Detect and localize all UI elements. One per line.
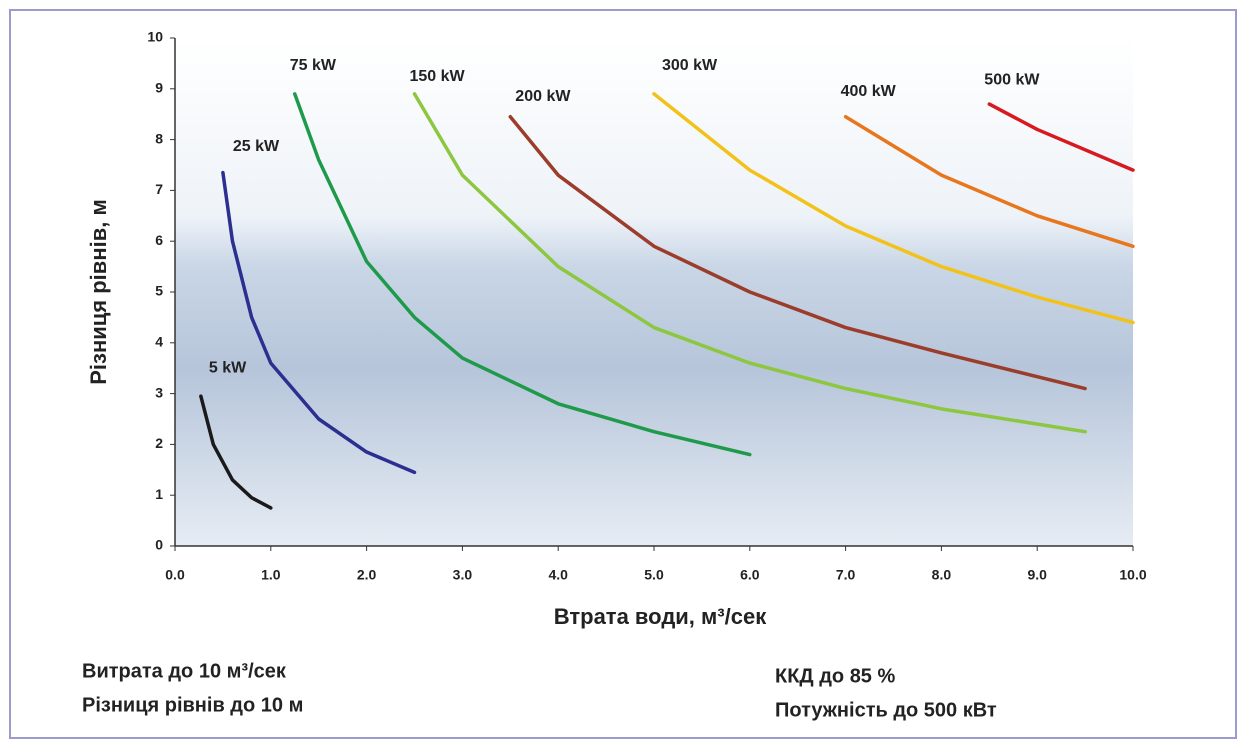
series-line bbox=[652, 92, 1135, 325]
series-label: 75 kW bbox=[290, 57, 337, 74]
series-label: 200 kW bbox=[515, 88, 571, 105]
x-tick-label: 1.0 bbox=[261, 567, 281, 583]
y-tick-label: 5 bbox=[155, 283, 163, 299]
note: Потужність до 500 кВт bbox=[775, 699, 997, 721]
y-tick-label: 6 bbox=[155, 232, 163, 248]
note: ККД до 85 % bbox=[775, 665, 895, 687]
series-line bbox=[508, 114, 1087, 391]
y-tick-label: 10 bbox=[147, 29, 163, 45]
x-tick-label: 2.0 bbox=[357, 567, 377, 583]
x-axis-title: Втрата води, м³/сек bbox=[554, 604, 767, 629]
x-tick-label: 7.0 bbox=[836, 567, 856, 583]
y-tick-label: 3 bbox=[155, 384, 163, 400]
y-axis-title: Різниця рівнів, м bbox=[86, 199, 111, 385]
y-tick-label: 4 bbox=[155, 334, 163, 350]
series-line bbox=[412, 92, 1087, 434]
x-tick-label: 0.0 bbox=[165, 567, 185, 583]
x-tick-label: 3.0 bbox=[453, 567, 473, 583]
series-label: 400 kW bbox=[841, 83, 897, 100]
x-tick-label: 10.0 bbox=[1119, 567, 1146, 583]
y-tick-label: 1 bbox=[155, 486, 163, 502]
x-tick-label: 5.0 bbox=[644, 567, 664, 583]
note: Різниця рівнів до 10 м bbox=[82, 694, 303, 716]
x-tick-label: 6.0 bbox=[740, 567, 760, 583]
x-tick-label: 8.0 bbox=[932, 567, 952, 583]
series-line bbox=[843, 114, 1135, 249]
series-line bbox=[987, 102, 1135, 172]
series-label: 500 kW bbox=[984, 71, 1040, 88]
series-label: 150 kW bbox=[410, 68, 466, 85]
series-label: 300 kW bbox=[662, 57, 718, 74]
series-line bbox=[221, 170, 417, 475]
series-line bbox=[293, 92, 752, 457]
plot-background bbox=[175, 38, 1133, 546]
y-tick-label: 2 bbox=[155, 435, 163, 451]
y-tick-label: 9 bbox=[155, 80, 163, 96]
x-tick-label: 4.0 bbox=[548, 567, 568, 583]
y-tick-label: 8 bbox=[155, 130, 163, 146]
series-label: 5 kW bbox=[209, 359, 247, 376]
x-tick-label: 9.0 bbox=[1027, 567, 1047, 583]
series-line bbox=[199, 394, 273, 510]
series-label: 25 kW bbox=[233, 138, 280, 155]
y-tick-label: 0 bbox=[155, 537, 163, 553]
note: Витрата до 10 м³/сек bbox=[82, 660, 287, 682]
y-tick-label: 7 bbox=[155, 181, 163, 197]
